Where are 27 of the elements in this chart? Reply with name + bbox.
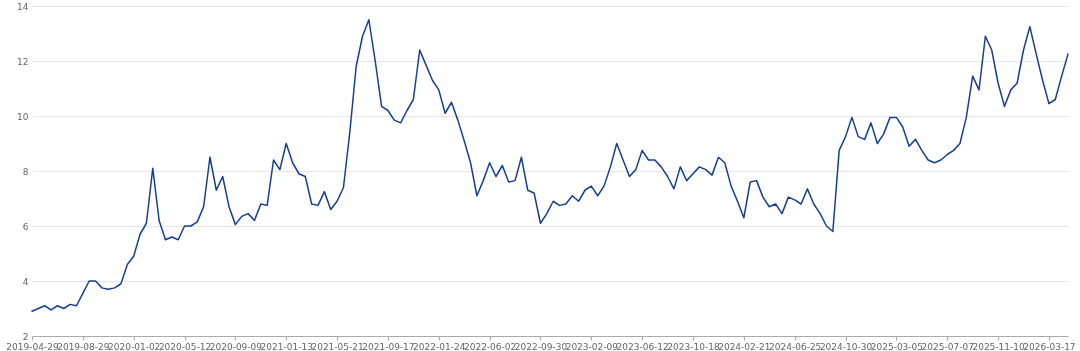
y-tick-label: 6 [22,221,29,232]
x-tick-label: 2023-06-12 [616,341,669,351]
x-tick-label: 2020-09-09 [209,341,263,351]
x-tick-label: 2024-10-30 [819,341,873,351]
x-tick-label: 2025-07-07 [921,341,974,351]
y-tick-label: 2 [22,331,29,342]
x-tick-label: 2021-01-13 [260,341,313,351]
x-tick-label: 2022-09-30 [514,341,568,351]
x-tick-label: 2020-05-12 [158,341,212,351]
x-tick-label: 2020-01-02 [108,341,161,351]
x-tick-label: 2019-08-29 [57,341,110,351]
y-tick-label: 14 [17,1,29,12]
y-tick-label: 12 [17,56,29,67]
x-tick-label: 2023-10-18 [667,341,720,351]
x-tick-label: 2022-01-24 [413,341,466,351]
y-tick-label: 10 [17,111,29,122]
x-tick-label: 2021-09-17 [362,341,415,351]
y-tick-label: 8 [22,166,29,177]
x-tick-label: 2021-05-21 [311,341,364,351]
y-tick-label: 4 [22,276,29,287]
x-tick-label: 2022-06-02 [463,341,517,351]
x-tick-label: 2023-02-09 [565,341,619,351]
x-tick-label: 2026-03-17 [1023,341,1076,351]
line-series [31,19,1069,312]
x-tick-label: 2019-04-29 [6,341,59,351]
x-tick-label: 2024-06-25 [769,341,822,351]
x-tick-label: 2024-02-21 [718,341,771,351]
